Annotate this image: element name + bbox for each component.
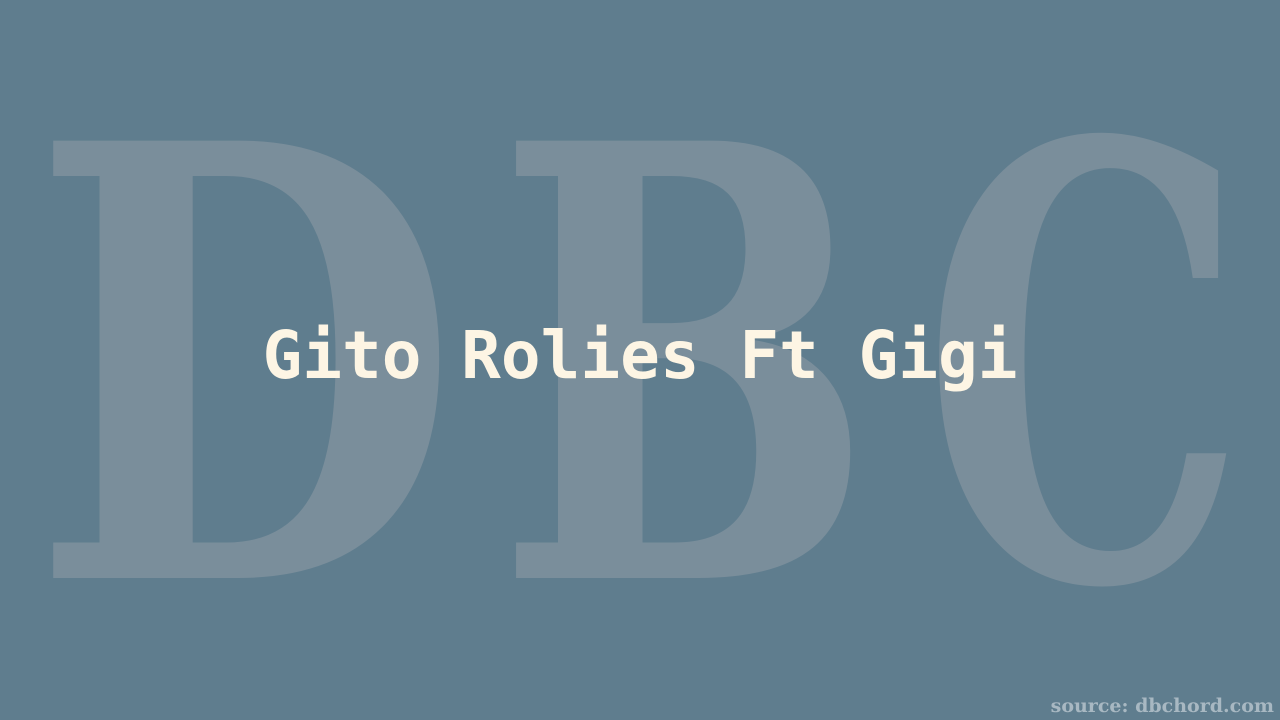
watermark-letter-c: C bbox=[922, 15, 1247, 720]
source-credit: source: dbchord.com bbox=[1050, 695, 1274, 717]
watermark-letter-d: D bbox=[30, 15, 460, 720]
song-title: Gito Rolies Ft Gigi bbox=[262, 317, 1018, 394]
watermark-letter-b: B bbox=[495, 15, 875, 720]
